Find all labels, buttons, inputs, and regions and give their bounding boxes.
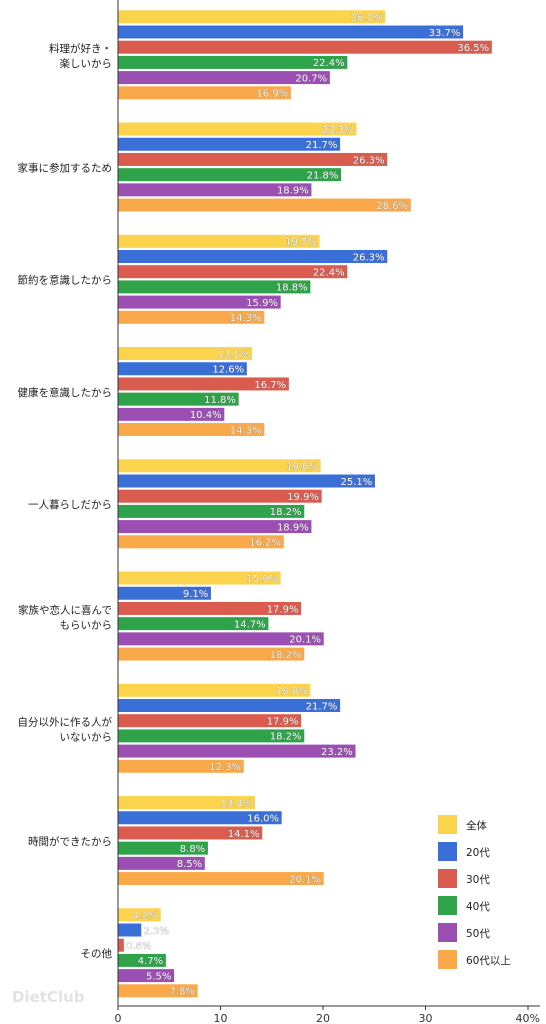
data-label: 26.3% — [353, 155, 385, 166]
data-label: 26.3% — [353, 252, 385, 263]
data-label: 16.9% — [256, 89, 288, 100]
bar — [117, 9, 386, 24]
bar — [117, 197, 412, 213]
data-label: 11.8% — [204, 395, 236, 406]
bar — [117, 473, 376, 489]
bar — [117, 922, 142, 938]
data-label: 8.5% — [177, 859, 202, 870]
legend-label: 40代 — [466, 901, 490, 913]
data-label: 20.1% — [289, 874, 321, 885]
bar — [117, 121, 358, 137]
data-label: 36.5% — [457, 43, 489, 54]
category-label: 自分以外に作る人がいないから — [18, 716, 113, 744]
data-label: 12.3% — [209, 762, 241, 773]
category-label: 時間ができたから — [28, 835, 112, 848]
bar — [117, 24, 464, 40]
data-label: 16.2% — [249, 538, 281, 549]
data-label: 19.7% — [285, 237, 317, 248]
data-label: 10.4% — [190, 410, 222, 421]
legend-swatch — [438, 842, 457, 861]
data-label: 8.8% — [180, 844, 205, 855]
data-label: 19.9% — [287, 492, 319, 503]
data-label: 18.2% — [270, 507, 302, 518]
bar — [117, 152, 388, 167]
legend-swatch — [438, 815, 457, 834]
watermark-text: DietClub — [12, 988, 85, 1006]
legend-label: 50代 — [466, 928, 490, 940]
data-label: 7.8% — [170, 987, 195, 998]
legend-swatch — [438, 923, 457, 942]
data-label: 20.1% — [289, 635, 321, 646]
data-label: 14.3% — [230, 425, 262, 436]
legend: 全体 20代 30代 40代 50代 60代以上 — [438, 815, 511, 969]
category-label: 節約を意識したから — [18, 274, 113, 287]
data-label: 15.9% — [246, 574, 278, 585]
bar — [117, 249, 388, 264]
legend-label: 60代以上 — [466, 955, 511, 967]
data-label: 14.7% — [234, 619, 266, 630]
data-label: 4.2% — [133, 911, 158, 922]
data-label: 18.2% — [270, 732, 302, 743]
data-label: 14.3% — [230, 313, 262, 324]
data-label: 9.1% — [183, 589, 208, 600]
data-label: 16.7% — [254, 380, 286, 391]
data-label: 18.9% — [277, 522, 309, 533]
data-label: 19.8% — [286, 462, 318, 473]
data-label: 4.7% — [138, 956, 163, 967]
legend-swatch — [438, 896, 457, 915]
data-label: 26.1% — [351, 13, 383, 24]
data-label: 13.1% — [217, 349, 249, 360]
data-label: 2.3% — [144, 926, 169, 937]
category-label: その他 — [81, 947, 113, 960]
data-label: 21.7% — [306, 701, 338, 712]
x-tick-label: 30 — [419, 1012, 433, 1024]
data-label: 18.8% — [276, 283, 308, 294]
data-label: 15.9% — [246, 298, 278, 309]
category-label: 家事に参加するため — [18, 161, 113, 174]
data-label: 25.1% — [340, 477, 372, 488]
legend-swatch — [438, 869, 457, 888]
legend-label: 全体 — [466, 819, 487, 832]
x-axis: 0 10 20 30 40% — [115, 0, 540, 1024]
data-label: 22.4% — [313, 58, 345, 69]
data-label: 18.9% — [277, 186, 309, 197]
legend-label: 20代 — [466, 847, 490, 859]
category-label: 一人暮らしだから — [28, 498, 112, 511]
data-label: 21.8% — [307, 170, 339, 181]
bar — [117, 938, 125, 953]
data-label: 0.6% — [126, 941, 151, 952]
x-tick-label: 10 — [214, 1012, 228, 1024]
category-label: 健康を意識したから — [18, 386, 113, 399]
category-label: 料理が好き・楽しいから — [49, 42, 112, 70]
x-tick-label: 40% — [516, 1012, 540, 1024]
bar — [117, 40, 493, 55]
category-labels: 料理が好き・楽しいから家事に参加するため節約を意識したから健康を意識したから一人… — [18, 42, 113, 960]
data-label: 23.3% — [322, 125, 354, 136]
data-label: 33.7% — [429, 28, 461, 39]
data-label: 20.7% — [295, 73, 327, 84]
data-label: 18.2% — [270, 650, 302, 661]
data-label: 17.9% — [267, 717, 299, 728]
legend-swatch — [438, 950, 457, 969]
x-tick-label: 0 — [115, 1012, 122, 1024]
data-label: 17.9% — [267, 604, 299, 615]
legend-label: 30代 — [466, 874, 490, 886]
x-tick-label: 20 — [316, 1012, 330, 1024]
data-label: 18.8% — [276, 686, 308, 697]
category-label: 家族や恋人に喜んでもらいから — [18, 603, 112, 631]
data-label: 12.6% — [212, 365, 244, 376]
data-label: 16.0% — [247, 814, 279, 825]
data-label: 21.7% — [306, 140, 338, 151]
data-label: 22.4% — [313, 268, 345, 279]
data-label: 23.2% — [321, 747, 353, 758]
data-label: 28.6% — [376, 201, 408, 212]
data-label: 5.5% — [146, 971, 171, 982]
bars-group: 26.1% 33.7% 36.5% 22.4% 20.7% 16.9% 23.3% 21.7%… — [117, 9, 493, 998]
data-label: 14.1% — [228, 829, 260, 840]
data-label: 13.4% — [221, 798, 253, 809]
